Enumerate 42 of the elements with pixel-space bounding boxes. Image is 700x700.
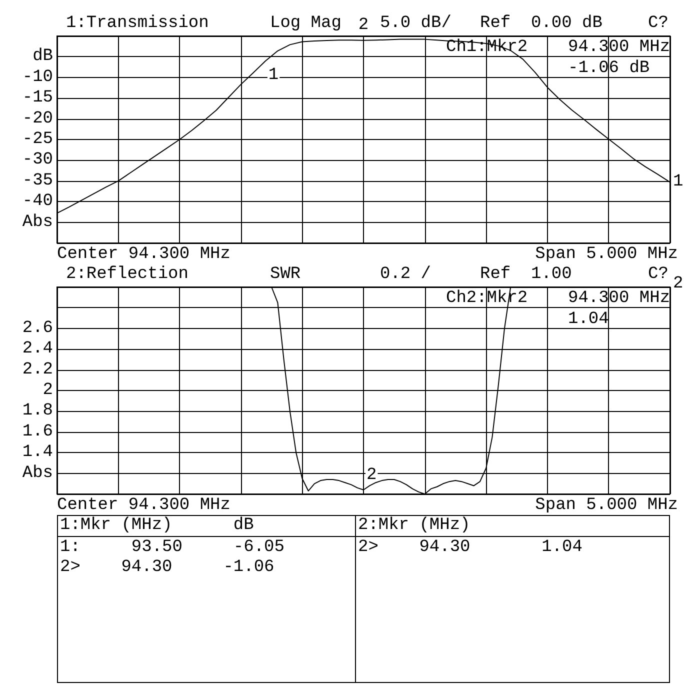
y-tick-label: Abs xyxy=(22,212,53,232)
annotation: 2 xyxy=(358,16,369,35)
text: C? xyxy=(648,14,668,33)
text: Span 5.000 MHz xyxy=(535,245,678,264)
y-tick-label: -15 xyxy=(22,88,53,108)
chart-title: 1:Transmission xyxy=(66,14,209,33)
y-tick-label: dB xyxy=(32,47,53,66)
annotation: 1 xyxy=(268,66,279,86)
y-tick-label: -20 xyxy=(22,109,53,128)
text: 1:Mkr (MHz) dB xyxy=(58,516,355,537)
text: Center 94.300 MHz xyxy=(57,245,230,264)
text: 2 xyxy=(673,274,684,294)
text: Ref 0.00 dB xyxy=(480,14,602,33)
y-tick-label: -25 xyxy=(22,130,53,149)
y-tick-label: 1.8 xyxy=(22,402,53,421)
y-tick-label: -35 xyxy=(22,171,53,190)
y-tick-label: 2.4 xyxy=(22,340,53,359)
text: 0.2 / xyxy=(380,265,432,284)
text: Center 94.300 MHz xyxy=(57,496,230,515)
chart-title: 2:Reflection xyxy=(66,265,188,284)
annotation: 1.04 xyxy=(568,310,609,329)
text: 5.0 dB/ xyxy=(380,14,452,33)
y-tick-label: 1.4 xyxy=(22,443,53,462)
text: 1: 93.50 -6.05 xyxy=(59,538,286,558)
text: C? xyxy=(648,265,668,284)
y-tick-label: 2.2 xyxy=(22,360,53,380)
text: Span 5.000 MHz xyxy=(535,496,678,515)
y-tick-label: 1.6 xyxy=(22,422,53,442)
y-tick-label: -40 xyxy=(22,192,53,212)
text: Ref 1.00 xyxy=(480,265,572,284)
text: Log Mag xyxy=(270,14,342,33)
y-tick-label: -30 xyxy=(22,150,53,170)
text: 2> 94.30 1.04 xyxy=(357,538,584,558)
annotation: 2 xyxy=(366,466,377,485)
text: SWR xyxy=(270,265,301,284)
y-tick-label: -10 xyxy=(22,68,53,87)
text: 2> 94.30 -1.06 xyxy=(59,558,276,578)
y-tick-label: 2 xyxy=(42,381,53,400)
text: 1 xyxy=(673,172,684,192)
text: 2:Mkr (MHz) xyxy=(356,516,669,537)
y-tick-label: 2.6 xyxy=(22,318,53,338)
y-tick-label: Abs xyxy=(22,464,53,483)
